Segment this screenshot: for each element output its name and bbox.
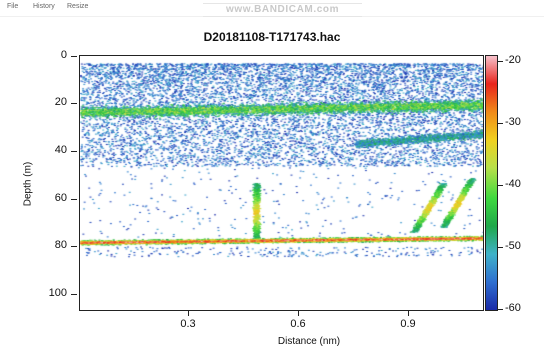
x-axis-label: Distance (nm) (277, 336, 341, 347)
menu-file[interactable]: File (7, 3, 19, 10)
colorbar-tick (498, 247, 503, 248)
y-tick (71, 56, 77, 57)
x-tick (408, 311, 409, 316)
y-tick-label: 60 (54, 192, 67, 204)
x-tick (188, 311, 189, 316)
x-tick (298, 311, 299, 316)
x-tick-label: 0.6 (290, 318, 306, 330)
colorbar-tick (498, 185, 503, 186)
x-tick-label: 0.3 (180, 318, 196, 330)
colorbar-tick-label: -60 (505, 302, 521, 314)
colorbar (485, 55, 498, 311)
colorbar-tick-label: -30 (505, 116, 521, 128)
colorbar-tick (498, 123, 503, 124)
colorbar-tick (498, 61, 503, 62)
colorbar-tick-label: -20 (505, 54, 521, 66)
y-tick (71, 294, 77, 295)
menu-history[interactable]: History (33, 3, 55, 10)
y-tick (71, 246, 77, 247)
y-tick (71, 103, 77, 104)
colorbar-tick (498, 309, 503, 310)
colorbar-tick-label: -40 (505, 178, 521, 190)
y-tick (71, 151, 77, 152)
x-tick-label: 0.9 (400, 318, 416, 330)
y-tick-label: 80 (54, 239, 67, 251)
y-tick-label: 0 (60, 49, 67, 61)
y-tick-label: 40 (54, 144, 67, 156)
y-tick-label: 20 (54, 96, 67, 108)
y-axis-label: Depth (m) (22, 161, 34, 207)
chart-title: D20181108-T171743.hac (203, 30, 341, 44)
colorbar-tick-label: -50 (505, 240, 521, 252)
bandicam-watermark: www.BANDICAM.com (203, 3, 362, 17)
y-tick-label: 100 (48, 287, 67, 299)
y-tick (71, 199, 77, 200)
menu-resize[interactable]: Resize (67, 3, 89, 10)
echogram-heatmap (80, 56, 483, 310)
